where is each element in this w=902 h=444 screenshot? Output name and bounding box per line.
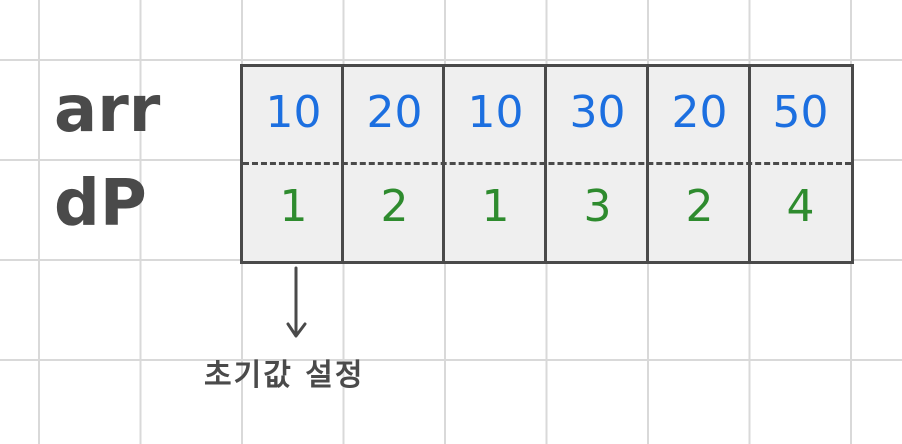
dp-cell: 4: [786, 181, 815, 232]
row-label-dp: dP: [54, 167, 147, 241]
down-arrow-icon: [286, 266, 307, 338]
arr-cell: 30: [569, 87, 626, 138]
row-divider-dashed: [243, 162, 851, 165]
dp-cell: 2: [685, 181, 714, 232]
dp-cell: 2: [380, 181, 409, 232]
arr-cell: 10: [467, 87, 524, 138]
dp-cell: 1: [279, 181, 308, 232]
dp-cell: 1: [481, 181, 510, 232]
dp-cell: 3: [583, 181, 612, 232]
row-label-arr: arr: [54, 73, 161, 147]
arr-cell: 20: [366, 87, 423, 138]
arr-cell: 20: [671, 87, 728, 138]
arr-cell: 10: [265, 87, 322, 138]
array-table: 10 20 10 30 20 50 1 2 1 3 2 4: [240, 64, 854, 264]
arr-cell: 50: [772, 87, 829, 138]
annotation-label: 초기값 설정: [204, 358, 365, 393]
